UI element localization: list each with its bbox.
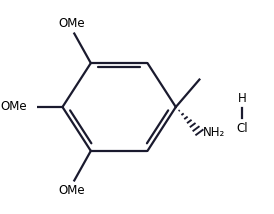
Text: H: H <box>238 92 246 105</box>
Text: Cl: Cl <box>236 122 248 135</box>
Text: NH₂: NH₂ <box>203 126 225 139</box>
Text: OMe: OMe <box>1 101 27 113</box>
Text: OMe: OMe <box>59 17 85 30</box>
Text: OMe: OMe <box>59 184 85 197</box>
